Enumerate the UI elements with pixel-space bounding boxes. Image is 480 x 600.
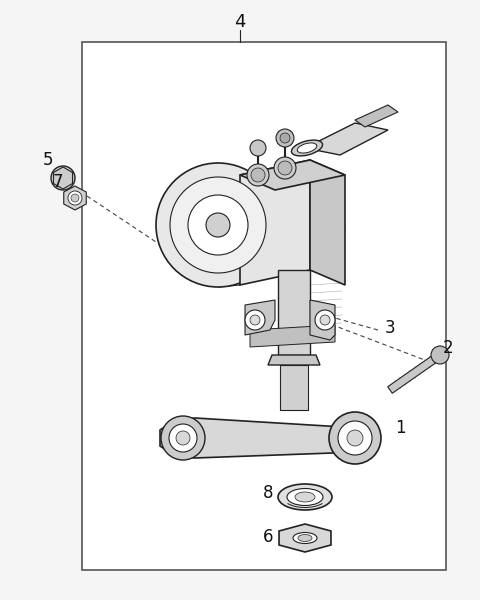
Circle shape [156,163,280,287]
Polygon shape [268,355,320,365]
Circle shape [250,315,260,325]
Polygon shape [388,352,442,393]
Polygon shape [355,105,398,127]
Circle shape [329,412,381,464]
Polygon shape [240,160,310,285]
Ellipse shape [297,143,317,153]
Text: 5: 5 [43,151,53,169]
Circle shape [315,310,335,330]
Text: 4: 4 [234,13,246,31]
Circle shape [245,310,265,330]
Bar [82,42,446,570]
Polygon shape [53,167,72,189]
Circle shape [68,191,82,205]
Polygon shape [240,160,345,190]
Polygon shape [245,300,275,335]
Text: 2: 2 [443,339,453,357]
Circle shape [170,177,266,273]
Circle shape [338,421,372,455]
Circle shape [247,164,269,186]
Ellipse shape [287,488,323,505]
Polygon shape [250,325,335,347]
Text: 6: 6 [263,528,273,546]
Circle shape [320,315,330,325]
Ellipse shape [298,535,312,541]
Ellipse shape [295,492,315,502]
Polygon shape [160,418,375,458]
Text: 1: 1 [395,419,405,437]
Polygon shape [310,300,335,340]
Circle shape [250,140,266,156]
Text: 7: 7 [53,173,63,191]
Circle shape [278,161,292,175]
Polygon shape [279,524,331,552]
Circle shape [347,430,363,446]
Circle shape [206,213,230,237]
Circle shape [169,424,197,452]
Polygon shape [280,365,308,410]
Circle shape [188,195,248,255]
Polygon shape [218,163,240,287]
Text: 8: 8 [263,484,273,502]
Circle shape [71,194,79,202]
Circle shape [431,346,449,364]
Polygon shape [310,160,345,285]
Circle shape [161,416,205,460]
Circle shape [176,431,190,445]
Ellipse shape [287,529,323,547]
Circle shape [251,168,265,182]
Ellipse shape [278,484,332,510]
Circle shape [56,171,70,185]
Circle shape [51,166,75,190]
Polygon shape [278,270,310,355]
Polygon shape [305,123,388,155]
Ellipse shape [291,140,323,156]
Polygon shape [64,186,86,210]
Text: 3: 3 [384,319,396,337]
Ellipse shape [293,533,317,544]
Circle shape [274,157,296,179]
Circle shape [280,133,290,143]
Circle shape [276,129,294,147]
